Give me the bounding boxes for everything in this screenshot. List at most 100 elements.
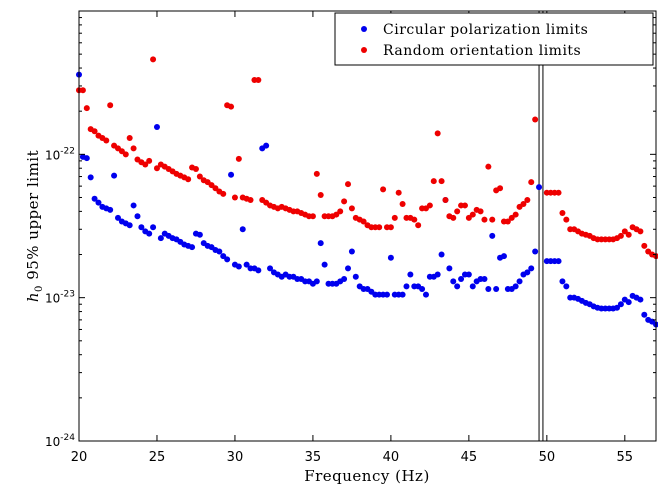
data-point [107,102,114,109]
data-point [555,189,562,196]
data-point [493,285,500,292]
data-point [189,244,196,251]
y-axis-label-sub: 0 [34,285,45,292]
data-point [407,271,414,278]
data-point [231,194,238,201]
data-point [489,216,496,223]
data-point [130,202,137,209]
data-point [559,278,566,285]
data-point [469,283,476,290]
data-point [399,201,406,208]
data-point [192,166,199,173]
data-point [532,116,539,123]
x-tick-label: 50 [539,450,556,465]
data-point [641,242,648,249]
data-point [469,211,476,218]
data-point [481,216,488,223]
data-point [477,208,484,215]
data-point [153,124,160,131]
data-point [403,283,410,290]
data-point [239,226,246,233]
data-point [617,301,624,308]
data-point [134,213,141,220]
data-point [419,285,426,292]
data-point [625,231,632,238]
x-tick-label: 45 [461,450,478,465]
data-point [442,197,449,204]
data-point [157,235,164,242]
data-point [103,137,110,144]
data-point [360,218,367,225]
x-tick-label: 25 [149,450,166,465]
data-point [142,161,149,168]
x-tick-label: 30 [227,450,244,465]
data-point [637,228,644,235]
data-point [434,271,441,278]
data-point [107,206,114,213]
data-point [83,105,90,112]
data-point [625,299,632,306]
data-point [524,197,531,204]
data-point [438,251,445,258]
data-point [111,172,118,179]
x-tick-label: 40 [383,450,400,465]
data-point [617,232,624,239]
data-point [91,128,98,135]
data-point [399,291,406,298]
data-point [345,265,352,272]
legend-label-circular: Circular polarization limits [383,22,588,38]
data-point [321,261,328,268]
data-point [430,178,437,185]
data-points [76,56,658,328]
data-point [465,271,472,278]
plot-area [76,11,658,441]
data-point [434,130,441,137]
data-point [383,291,390,298]
data-point [387,254,394,261]
data-point [122,151,129,158]
data-point [524,269,531,276]
data-point [79,87,86,94]
data-point [337,208,344,215]
data-point [512,283,519,290]
data-point [422,291,429,298]
data-point [228,171,235,178]
data-point [220,190,227,197]
data-point [621,228,628,235]
data-point [489,232,496,239]
x-tick-label: 20 [71,450,88,465]
x-tick-label: 35 [305,450,322,465]
y-tick-label: 10-22 [45,146,75,162]
data-point [391,214,398,221]
data-point [341,198,348,205]
separator-lines [538,11,544,441]
y-axis-ticks: 10-24 10-23 10-22 [45,17,656,449]
data-point [216,248,223,255]
data-point [465,214,472,221]
data-point [348,205,355,212]
y-tick-label: 10-24 [45,433,75,449]
legend-box [334,12,654,66]
x-tick-label: 55 [617,450,634,465]
data-point [263,142,270,149]
legend: Circular polarization limits Random orie… [334,12,654,66]
data-point [508,214,515,221]
x-axis-ticks: 20 25 30 35 40 45 50 55 [71,11,633,465]
legend-marker-circular [361,26,367,32]
data-point [146,230,153,237]
data-point [95,199,102,206]
legend-marker-random [361,47,367,53]
data-point [255,267,262,274]
data-point [461,202,468,209]
data-point [83,155,90,162]
data-point [235,263,242,270]
data-point [313,170,320,177]
data-point [352,273,359,280]
data-point [150,56,157,63]
data-point [380,186,387,193]
data-point [614,304,621,311]
data-point [87,174,94,181]
data-point [485,285,492,292]
data-point [481,275,488,282]
